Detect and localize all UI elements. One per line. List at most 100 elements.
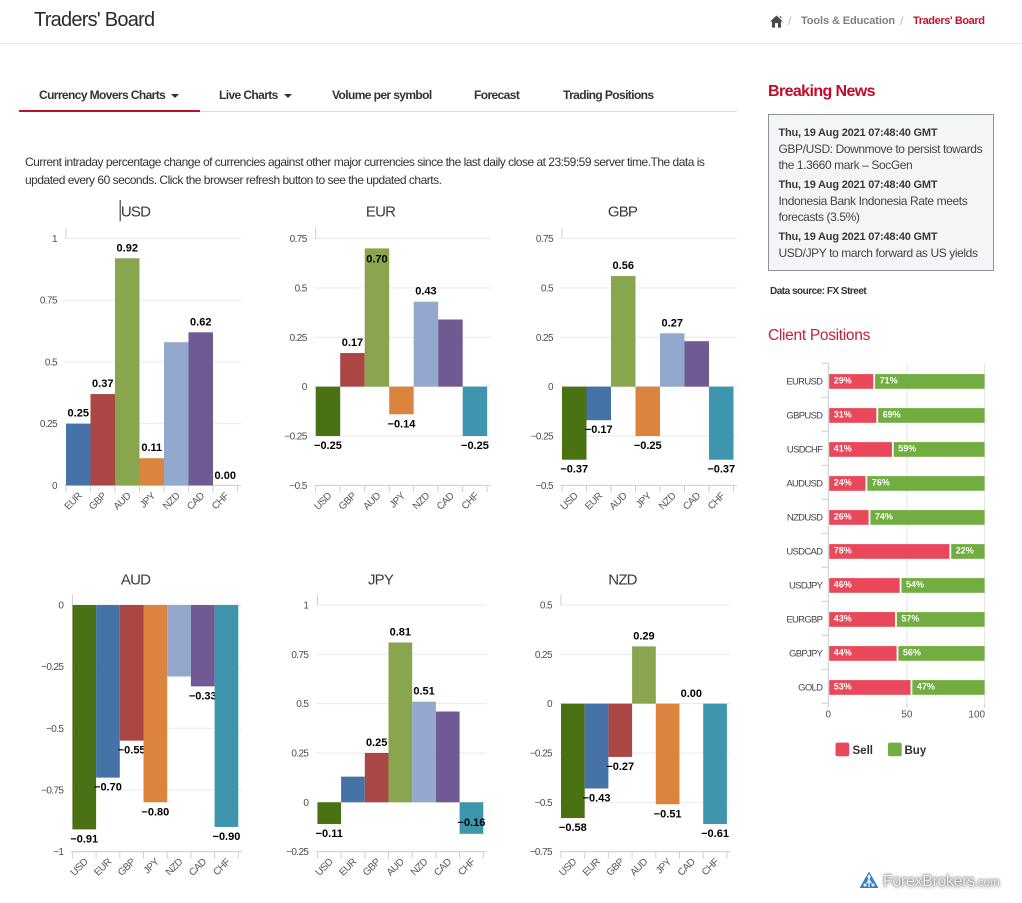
svg-text:JPY: JPY (654, 856, 674, 876)
svg-text:0.70: 0.70 (366, 253, 387, 265)
svg-text:0.11: 0.11 (141, 442, 162, 454)
svg-text:AUD: AUD (361, 491, 383, 513)
svg-text:CAD: CAD (676, 857, 698, 879)
svg-text:0.5: 0.5 (295, 283, 308, 294)
svg-text:AUD: AUD (608, 491, 630, 513)
svg-text:71%: 71% (880, 376, 898, 386)
svg-text:AUD: AUD (385, 857, 407, 879)
svg-text:−0.33: −0.33 (189, 690, 217, 702)
svg-text:−0.37: −0.37 (707, 464, 735, 476)
svg-text:1: 1 (303, 601, 309, 612)
svg-text:−0.14: −0.14 (388, 418, 417, 430)
svg-text:AUD: AUD (121, 572, 151, 589)
svg-text:0.29: 0.29 (633, 630, 654, 642)
svg-text:AUD: AUD (112, 491, 134, 513)
svg-text:USD: USD (314, 857, 336, 879)
svg-text:44%: 44% (834, 648, 852, 658)
svg-text:54%: 54% (906, 580, 924, 590)
svg-text:−0.58: −0.58 (559, 822, 587, 834)
svg-text:−0.5: −0.5 (535, 798, 553, 809)
svg-text:NZD: NZD (409, 857, 430, 878)
svg-text:GBP: GBP (116, 856, 138, 878)
svg-text:CAD: CAD (432, 857, 454, 879)
svg-text:EUR: EUR (366, 204, 396, 221)
svg-text:−0.80: −0.80 (141, 806, 169, 818)
svg-text:EURUSD: EURUSD (786, 377, 823, 388)
svg-text:−0.61: −0.61 (701, 828, 729, 840)
svg-text:0.37: 0.37 (92, 378, 113, 390)
svg-text:100: 100 (968, 710, 985, 721)
svg-text:EUR: EUR (337, 857, 359, 879)
svg-text:0: 0 (826, 710, 832, 721)
svg-text:USD: USD (69, 857, 91, 879)
svg-text:USD: USD (559, 491, 581, 513)
svg-text:−0.75: −0.75 (41, 785, 64, 796)
svg-text:EUR: EUR (92, 857, 114, 879)
svg-text:22%: 22% (956, 546, 974, 556)
svg-text:NZD: NZD (161, 491, 182, 512)
svg-text:CAD: CAD (187, 857, 209, 879)
svg-text:−0.16: −0.16 (458, 817, 486, 829)
svg-text:NZD: NZD (608, 572, 637, 589)
svg-text:0.17: 0.17 (342, 337, 363, 349)
svg-text:0.62: 0.62 (190, 316, 211, 328)
svg-text:0: 0 (302, 382, 308, 393)
svg-text:EUR: EUR (581, 857, 603, 879)
svg-text:CAD: CAD (185, 491, 207, 513)
svg-text:0.00: 0.00 (215, 470, 236, 482)
svg-text:50: 50 (901, 710, 913, 721)
svg-text:31%: 31% (834, 410, 852, 420)
svg-text:CAD: CAD (435, 491, 457, 513)
svg-text:0.00: 0.00 (681, 688, 702, 700)
svg-text:CHF: CHF (460, 491, 482, 513)
svg-text:GBP: GBP (87, 490, 109, 512)
svg-text:57%: 57% (901, 614, 919, 624)
svg-text:−0.55: −0.55 (118, 745, 146, 757)
svg-text:26%: 26% (834, 512, 852, 522)
svg-text:USD: USD (557, 857, 579, 879)
svg-text:0.5: 0.5 (540, 601, 553, 612)
svg-text:−0.43: −0.43 (583, 792, 611, 804)
svg-text:AUD: AUD (628, 857, 650, 879)
svg-text:−0.51: −0.51 (654, 808, 682, 820)
svg-text:0.75: 0.75 (290, 234, 308, 245)
svg-text:69%: 69% (883, 410, 901, 420)
svg-text:USDCAD: USDCAD (786, 547, 823, 558)
svg-text:78%: 78% (834, 546, 852, 556)
svg-text:−0.17: −0.17 (585, 424, 613, 436)
svg-text:0: 0 (52, 481, 58, 492)
svg-text:−0.25: −0.25 (314, 440, 342, 452)
svg-text:GBP: GBP (608, 204, 638, 221)
svg-text:−0.75: −0.75 (530, 847, 553, 858)
svg-text:−0.5: −0.5 (289, 481, 307, 492)
svg-text:0: 0 (547, 699, 553, 710)
svg-text:Sell: Sell (853, 745, 873, 757)
svg-text:GBP: GBP (361, 856, 383, 878)
svg-text:−0.70: −0.70 (94, 782, 122, 794)
svg-text:NZD: NZD (164, 857, 185, 878)
svg-text:−0.5: −0.5 (46, 724, 64, 735)
svg-text:0.75: 0.75 (291, 650, 309, 661)
svg-text:76%: 76% (872, 478, 890, 488)
svg-text:Buy: Buy (905, 745, 927, 757)
svg-text:41%: 41% (834, 444, 852, 454)
svg-text:−0.25: −0.25 (634, 440, 662, 452)
svg-text:0.25: 0.25 (535, 650, 553, 661)
svg-text:JPY: JPY (368, 572, 394, 589)
svg-text:0.25: 0.25 (40, 419, 58, 430)
svg-text:0.27: 0.27 (662, 317, 683, 329)
svg-text:GBPJPY: GBPJPY (789, 649, 824, 660)
svg-text:53%: 53% (834, 682, 852, 692)
svg-text:1: 1 (52, 234, 58, 245)
svg-text:GBPUSD: GBPUSD (786, 411, 823, 422)
svg-text:NZDUSD: NZDUSD (787, 513, 823, 524)
svg-text:GBP: GBP (605, 856, 627, 878)
svg-text:CHF: CHF (700, 857, 722, 879)
svg-text:GBP: GBP (337, 490, 359, 512)
svg-text:0.5: 0.5 (541, 283, 554, 294)
svg-text:0.43: 0.43 (415, 286, 436, 298)
svg-text:0.75: 0.75 (40, 296, 58, 307)
svg-text:GOLD: GOLD (798, 683, 823, 694)
svg-text:0.92: 0.92 (117, 242, 138, 254)
svg-text:−0.25: −0.25 (284, 432, 307, 443)
